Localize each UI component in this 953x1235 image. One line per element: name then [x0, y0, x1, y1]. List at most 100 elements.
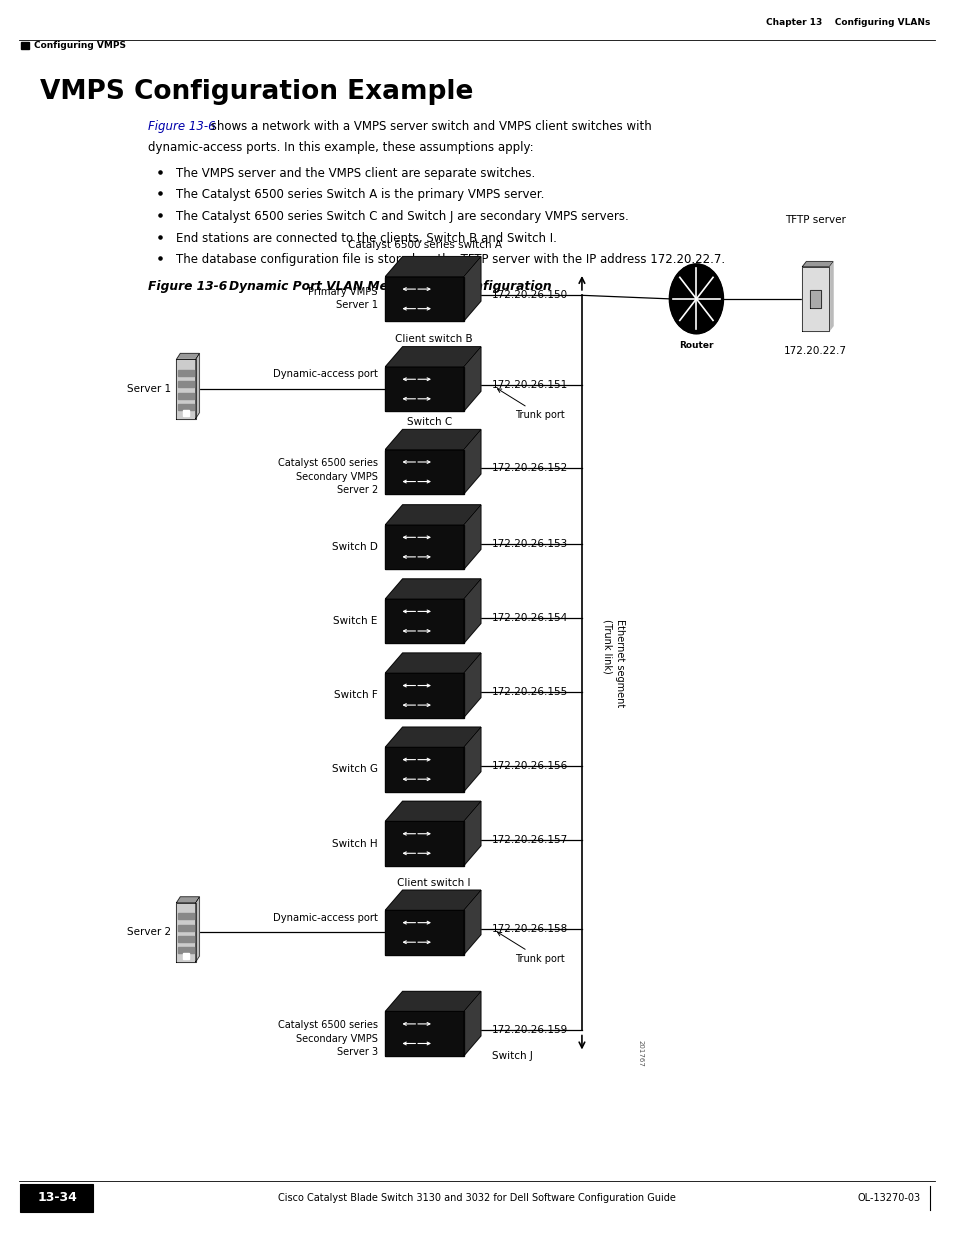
Polygon shape [385, 673, 463, 718]
Polygon shape [801, 267, 828, 331]
Text: Ethernet segment
(Trunk link): Ethernet segment (Trunk link) [602, 619, 624, 706]
Polygon shape [385, 525, 463, 569]
Text: 172.20.26.155: 172.20.26.155 [492, 687, 568, 697]
Text: Trunk port: Trunk port [497, 932, 564, 963]
Text: 201767: 201767 [637, 1040, 642, 1067]
Polygon shape [176, 897, 199, 903]
Text: VMPS Configuration Example: VMPS Configuration Example [40, 79, 473, 105]
Text: Dynamic Port VLAN Membership Configuration: Dynamic Port VLAN Membership Configurati… [229, 280, 551, 294]
Polygon shape [385, 727, 480, 747]
Polygon shape [178, 914, 193, 919]
Text: The VMPS server and the VMPS client are separate switches.: The VMPS server and the VMPS client are … [176, 167, 536, 180]
Polygon shape [463, 505, 480, 569]
Text: shows a network with a VMPS server switch and VMPS client switches with: shows a network with a VMPS server switc… [207, 120, 651, 133]
Polygon shape [385, 910, 463, 955]
Text: Switch C: Switch C [406, 417, 452, 427]
Text: Client switch I: Client switch I [396, 878, 471, 888]
Text: Cisco Catalyst Blade Switch 3130 and 3032 for Dell Software Configuration Guide: Cisco Catalyst Blade Switch 3130 and 303… [277, 1193, 676, 1203]
Text: Dynamic-access port: Dynamic-access port [273, 913, 377, 923]
Polygon shape [385, 257, 480, 277]
Polygon shape [385, 1011, 463, 1056]
Polygon shape [178, 393, 193, 399]
Text: Dynamic-access port: Dynamic-access port [273, 369, 377, 379]
Polygon shape [176, 359, 195, 419]
Text: Switch J: Switch J [492, 1051, 533, 1061]
Text: Figure 13-6: Figure 13-6 [148, 120, 215, 133]
Text: Server 1: Server 1 [127, 384, 171, 394]
Polygon shape [385, 450, 463, 494]
Text: 172.20.22.7: 172.20.22.7 [783, 346, 846, 356]
Text: OL-13270-03: OL-13270-03 [857, 1193, 920, 1203]
Text: 172.20.26.157: 172.20.26.157 [492, 835, 568, 845]
Polygon shape [463, 347, 480, 411]
Polygon shape [176, 903, 195, 962]
Polygon shape [463, 430, 480, 494]
Polygon shape [178, 936, 193, 942]
Text: Catalyst 6500 series
Secondary VMPS
Server 2: Catalyst 6500 series Secondary VMPS Serv… [277, 458, 377, 495]
Text: The Catalyst 6500 series Switch A is the primary VMPS server.: The Catalyst 6500 series Switch A is the… [176, 188, 544, 201]
Polygon shape [385, 430, 480, 450]
Polygon shape [183, 410, 189, 416]
Polygon shape [385, 802, 480, 821]
Polygon shape [385, 277, 463, 321]
Polygon shape [463, 579, 480, 643]
Polygon shape [176, 353, 199, 359]
Text: Primary VMPS
Server 1: Primary VMPS Server 1 [308, 288, 377, 310]
Text: End stations are connected to the clients, Switch B and Switch I.: End stations are connected to the client… [176, 232, 557, 245]
Polygon shape [178, 925, 193, 931]
Polygon shape [463, 653, 480, 718]
Text: Switch G: Switch G [332, 764, 377, 774]
Text: 172.20.26.150: 172.20.26.150 [492, 290, 568, 300]
Text: Switch H: Switch H [332, 839, 377, 848]
Polygon shape [463, 890, 480, 955]
Polygon shape [385, 890, 480, 910]
Polygon shape [801, 262, 832, 267]
Polygon shape [385, 505, 480, 525]
Text: Figure 13-6: Figure 13-6 [148, 280, 227, 294]
Polygon shape [828, 262, 832, 331]
Polygon shape [385, 992, 480, 1011]
Polygon shape [463, 802, 480, 866]
Text: 172.20.26.151: 172.20.26.151 [492, 380, 568, 390]
Text: The database configuration file is stored on the TFTP server with the IP address: The database configuration file is store… [176, 253, 725, 267]
Text: 172.20.26.154: 172.20.26.154 [492, 613, 568, 622]
Polygon shape [385, 367, 463, 411]
Text: Server 2: Server 2 [127, 927, 171, 937]
Text: 172.20.26.159: 172.20.26.159 [492, 1025, 568, 1035]
Text: Catalyst 6500 series
Secondary VMPS
Server 3: Catalyst 6500 series Secondary VMPS Serv… [277, 1020, 377, 1057]
Text: Client switch B: Client switch B [395, 335, 473, 345]
Polygon shape [385, 747, 463, 792]
Polygon shape [178, 382, 193, 388]
Text: Configuring VMPS: Configuring VMPS [34, 41, 126, 51]
Text: 172.20.26.156: 172.20.26.156 [492, 761, 568, 771]
Polygon shape [385, 653, 480, 673]
Polygon shape [178, 947, 193, 953]
Polygon shape [385, 579, 480, 599]
FancyBboxPatch shape [20, 1184, 93, 1212]
Polygon shape [463, 257, 480, 321]
Text: Switch E: Switch E [333, 616, 377, 626]
Text: Switch D: Switch D [332, 542, 377, 552]
Polygon shape [183, 953, 189, 960]
Text: Chapter 13    Configuring VLANs: Chapter 13 Configuring VLANs [765, 19, 929, 27]
Polygon shape [21, 42, 29, 49]
Polygon shape [385, 347, 480, 367]
Polygon shape [463, 992, 480, 1056]
Text: TFTP server: TFTP server [784, 215, 845, 225]
Text: 172.20.26.152: 172.20.26.152 [492, 463, 568, 473]
Text: dynamic-access ports. In this example, these assumptions apply:: dynamic-access ports. In this example, t… [148, 141, 533, 154]
Text: Trunk port: Trunk port [497, 389, 564, 420]
Polygon shape [178, 404, 193, 410]
Text: 172.20.26.158: 172.20.26.158 [492, 924, 568, 934]
Polygon shape [195, 353, 199, 419]
Circle shape [669, 264, 722, 333]
Text: Catalyst 6500 series switch A: Catalyst 6500 series switch A [347, 241, 501, 251]
Text: Router: Router [679, 341, 713, 350]
Text: 13-34: 13-34 [37, 1192, 77, 1204]
Text: The Catalyst 6500 series Switch C and Switch J are secondary VMPS servers.: The Catalyst 6500 series Switch C and Sw… [176, 210, 629, 224]
Polygon shape [385, 599, 463, 643]
Polygon shape [463, 727, 480, 792]
Polygon shape [178, 370, 193, 375]
Polygon shape [385, 821, 463, 866]
Text: Switch F: Switch F [334, 690, 377, 700]
